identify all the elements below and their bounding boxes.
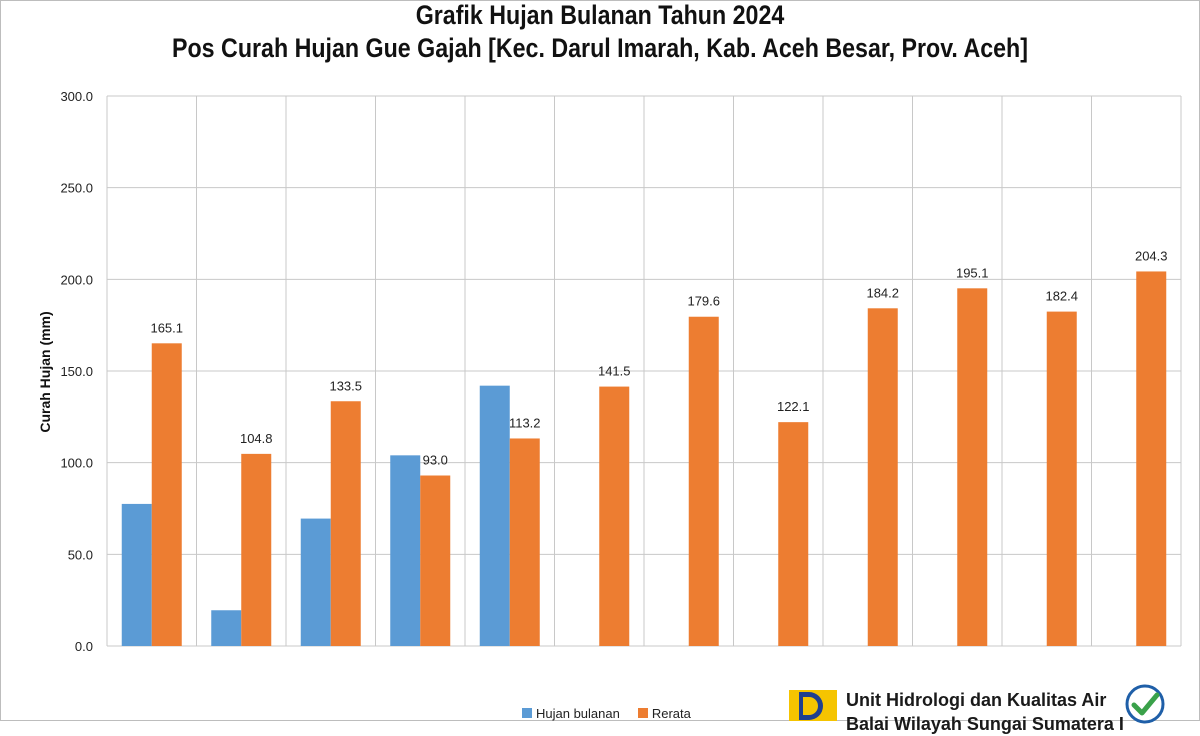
data-label: 182.4 [1045, 289, 1078, 304]
bar-rerata [241, 453, 272, 646]
data-label: 165.1 [150, 320, 183, 335]
legend-swatch-hujan [522, 708, 532, 718]
bar-rerata [330, 401, 361, 646]
y-tick-label: 50.0 [68, 547, 93, 562]
data-label: 93.0 [423, 453, 448, 468]
y-tick-label: 250.0 [60, 181, 93, 196]
data-label: 141.5 [598, 364, 631, 379]
bar-hujan [479, 385, 510, 646]
legend-swatch-rerata [637, 708, 648, 718]
bar-hujan [121, 503, 152, 646]
chart-title: Grafik Hujan Bulanan Tahun 2024 [415, 0, 785, 30]
legend-label-hujan: Hujan bulanan [536, 705, 620, 721]
data-label: 179.6 [687, 294, 720, 309]
bar-rerata [778, 422, 809, 646]
y-tick-label: 0.0 [75, 639, 93, 654]
iso-checkmark-icon [1125, 684, 1165, 724]
bar-rerata [957, 288, 988, 646]
bar-rerata [688, 316, 719, 646]
bar-rerata [867, 308, 898, 646]
data-label: 104.8 [240, 431, 273, 446]
org-name-line1: Unit Hidrologi dan Kualitas Air [846, 690, 1107, 710]
bar-hujan [300, 518, 331, 646]
bar-chart: 0.0 50.0 100.0 150.0 200.0 250.0 300.0 Curah Hu… [37, 89, 1182, 654]
chart-legend: Hujan bulanan Rerata [522, 705, 709, 721]
bar-hujan [390, 455, 421, 646]
data-label: 113.2 [509, 415, 541, 430]
bar-rerata [1046, 311, 1077, 646]
y-tick-label: 200.0 [60, 272, 93, 287]
pu-logo-icon [789, 690, 837, 721]
legend-label-rerata: Rerata [651, 705, 691, 721]
y-tick-label: 100.0 [60, 456, 93, 471]
bar-rerata [509, 438, 540, 646]
bar-hujan [211, 610, 242, 646]
y-axis-label: Curah Hujan (mm) [37, 311, 53, 432]
y-tick-label: 300.0 [60, 89, 93, 104]
data-label: 204.3 [1135, 248, 1168, 263]
y-tick-label: 150.0 [60, 364, 93, 379]
bar-rerata [599, 386, 630, 646]
data-label: 133.5 [329, 378, 362, 393]
chart-subtitle: Pos Curah Hujan Gue Gajah [Kec. Darul Im… [172, 33, 1028, 63]
data-label: 184.2 [866, 285, 899, 300]
bar-rerata [420, 475, 451, 646]
legend-item-hujan: Hujan bulanan [522, 706, 620, 721]
bar-rerata [1136, 271, 1167, 646]
org-name-line2: Balai Wilayah Sungai Sumatera I [846, 714, 1124, 734]
legend-item-rerata: Rerata [637, 705, 691, 721]
data-label: 122.1 [777, 399, 810, 414]
bar-rerata [151, 343, 182, 646]
data-label: 195.1 [956, 265, 989, 280]
